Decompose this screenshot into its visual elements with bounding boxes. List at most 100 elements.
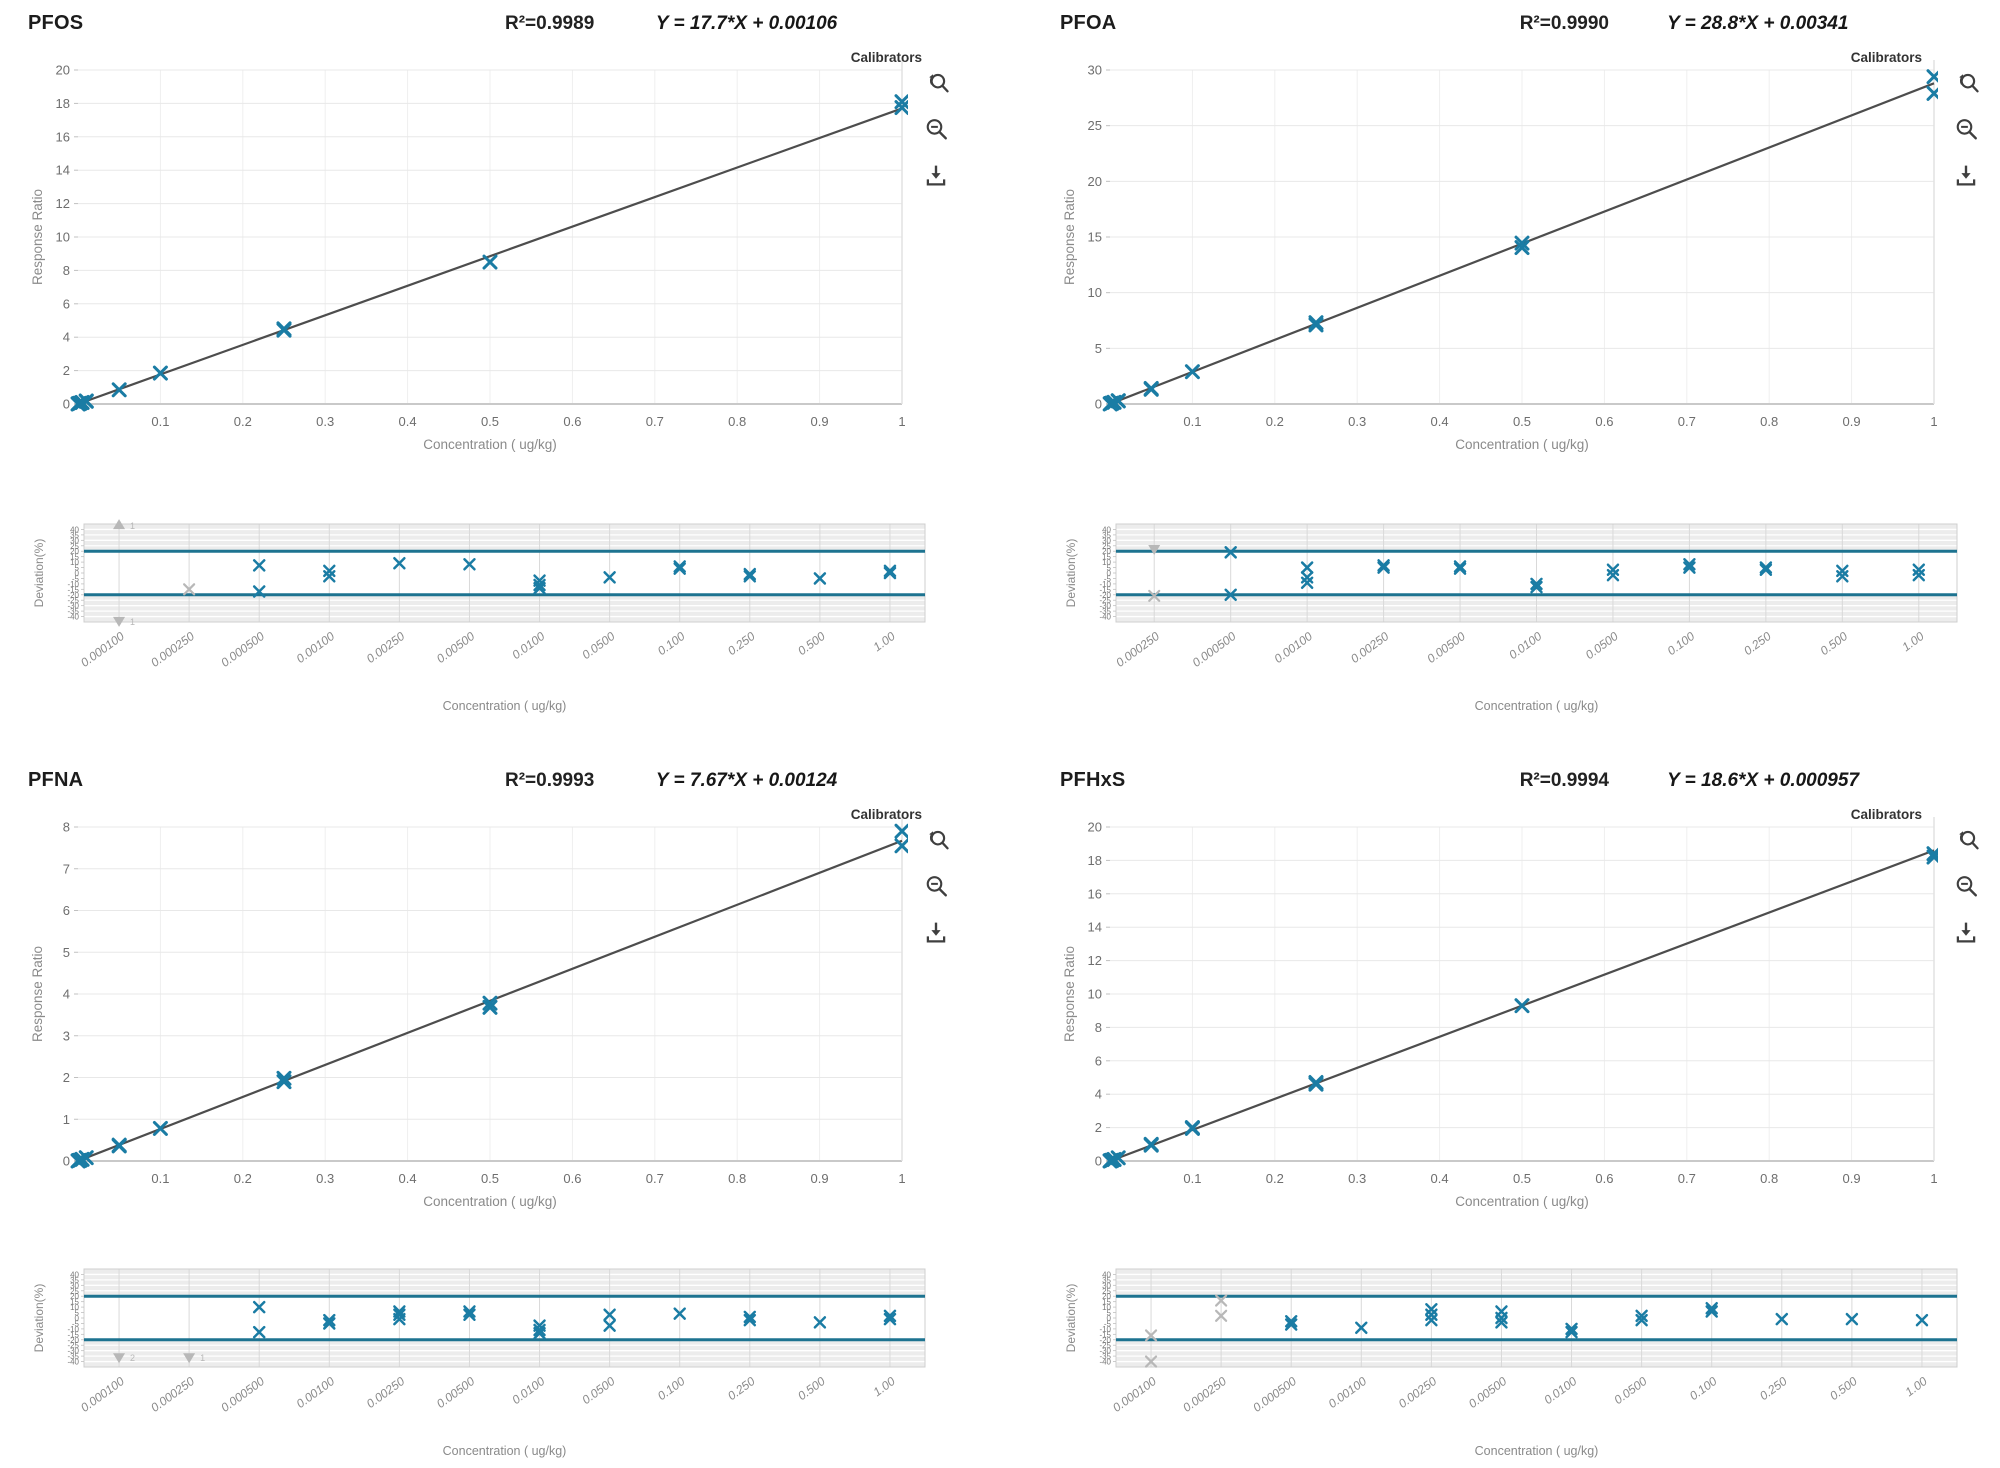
svg-text:40: 40 [70,1270,79,1279]
svg-text:0.000250: 0.000250 [148,1374,197,1415]
calibration-curve-plot[interactable]: 0 5 10 15 20 25 30 0.1 0.2 0.3 0.4 0.5 0.6 0.7 0.8 0.9 1… [1060,56,1939,456]
svg-text:5: 5 [1095,341,1102,356]
svg-text:-35: -35 [67,1352,79,1361]
legend-label: Calibrators [1850,807,1922,822]
panel-header: PFHxS R²=0.9994 Y = 18.6*X + 0.000957 [1060,769,1994,801]
svg-text:0.8: 0.8 [1760,414,1778,429]
svg-text:0.8: 0.8 [1760,1171,1778,1186]
svg-text:12: 12 [1088,953,1102,968]
svg-text:0: 0 [63,397,70,412]
compound-title: PFOS [28,12,84,34]
svg-text:35: 35 [70,1276,79,1285]
zoom-out-icon[interactable] [919,869,953,903]
svg-text:0.500: 0.500 [1818,629,1851,658]
svg-text:-40: -40 [1099,1358,1111,1367]
calibration-curve-plot[interactable]: 0 2 4 6 8 10 12 14 16 18 20 0.1 0.2 0.3 0.4 0.5 0.6 0.7 0.… [1060,813,1939,1213]
svg-text:0.5: 0.5 [481,414,499,429]
svg-text:14: 14 [56,163,70,178]
svg-text:18: 18 [56,96,70,111]
svg-text:0.0500: 0.0500 [1611,1374,1649,1407]
svg-text:-25: -25 [67,596,79,605]
zoom-out-icon[interactable] [1949,869,1983,903]
svg-text:5: 5 [1107,1309,1112,1318]
zoom-out-icon[interactable] [1949,112,1983,146]
svg-text:0.00500: 0.00500 [1424,629,1468,666]
svg-text:0.0100: 0.0100 [1541,1374,1579,1407]
svg-text:-40: -40 [67,613,79,622]
svg-text:0.000250: 0.000250 [1180,1374,1229,1415]
svg-text:Concentration ( ug/kg): Concentration ( ug/kg) [423,1194,557,1209]
r-squared-value: R²=0.9989 [505,13,595,34]
svg-text:0.9: 0.9 [1843,1171,1861,1186]
svg-text:0.00250: 0.00250 [1348,629,1392,666]
regression-equation: Y = 28.8*X + 0.00341 [1667,13,1849,34]
svg-text:0.2: 0.2 [234,414,252,429]
calibration-curve-plot[interactable]: 0 1 2 3 4 5 6 7 8 0.1 0.2 0.3 0.4 0.5 0.6 0.7 0.8 0.9 1 Con… [28,813,908,1213]
svg-text:0.2: 0.2 [1266,414,1284,429]
svg-text:0.3: 0.3 [1348,414,1366,429]
svg-text:10: 10 [70,1303,79,1312]
svg-text:15: 15 [70,1298,79,1307]
svg-text:14: 14 [1088,920,1102,935]
regression-equation: Y = 17.7*X + 0.00106 [655,13,838,34]
svg-text:-15: -15 [67,585,79,594]
zoom-reset-icon[interactable] [1949,823,1983,857]
svg-text:0.4: 0.4 [1431,414,1449,429]
svg-text:15: 15 [1102,553,1111,562]
calibration-chart-area: Calibrators 0 2 4 6 8 10 12 14 16 18 20 0.1 0.2 0.3 0.… [1060,807,1994,1213]
zoom-reset-icon[interactable] [919,66,953,100]
svg-text:Concentration ( ug/kg): Concentration ( ug/kg) [423,437,557,452]
svg-text:Deviation(%): Deviation(%) [1064,1284,1078,1353]
legend-label: Calibrators [1850,50,1922,65]
svg-text:-15: -15 [1099,1330,1111,1339]
svg-text:0.1: 0.1 [151,414,169,429]
svg-text:-5: -5 [72,1319,80,1328]
svg-text:8: 8 [63,820,70,835]
zoom-reset-icon[interactable] [919,823,953,857]
svg-text:0.0100: 0.0100 [1506,629,1544,662]
svg-text:0.250: 0.250 [1741,629,1774,658]
svg-text:0.100: 0.100 [1665,629,1698,658]
svg-text:5: 5 [75,564,80,573]
download-icon[interactable] [1949,915,1983,949]
plot-toolbar [1938,813,1994,1213]
svg-text:12: 12 [56,196,70,211]
svg-text:-30: -30 [1099,602,1111,611]
svg-text:-25: -25 [1099,596,1111,605]
calibration-curve-plot[interactable]: 0 2 4 6 8 10 12 14 16 18 20 0.1 0.2 0.3 0.4 0.5 0.6 0.7 0.… [28,56,908,456]
svg-text:1: 1 [898,414,905,429]
svg-text:-5: -5 [72,574,80,583]
svg-text:6: 6 [1095,1053,1102,1068]
svg-text:0.8: 0.8 [728,414,746,429]
svg-text:20: 20 [1102,547,1111,556]
download-icon[interactable] [919,158,953,192]
svg-text:0.5: 0.5 [1513,414,1531,429]
svg-text:0.000100: 0.000100 [78,629,127,670]
svg-text:5: 5 [1107,564,1112,573]
svg-text:20: 20 [1102,1292,1111,1301]
svg-text:0.8: 0.8 [728,1171,746,1186]
legend-label: Calibrators [850,807,922,822]
svg-text:25: 25 [1088,118,1102,133]
svg-text:0: 0 [1107,569,1112,578]
svg-text:Concentration ( ug/kg): Concentration ( ug/kg) [1455,1194,1589,1209]
zoom-reset-icon[interactable] [1949,66,1983,100]
svg-text:40: 40 [70,525,79,534]
download-icon[interactable] [919,915,953,949]
svg-text:40: 40 [1102,1270,1111,1279]
zoom-out-icon[interactable] [919,112,953,146]
svg-text:-5: -5 [1104,1319,1112,1328]
svg-text:0.0500: 0.0500 [579,629,617,662]
download-icon[interactable] [1949,158,1983,192]
deviation-chart-area: 40 35 30 25 20 15 10 5 0 -5 -10 -15 -20 -25 -30 -35 -40 D… [1060,518,1994,723]
svg-text:2: 2 [63,1070,70,1085]
svg-text:25: 25 [1102,542,1111,551]
svg-text:2: 2 [130,1353,135,1363]
svg-text:Concentration ( ug/kg): Concentration ( ug/kg) [1475,699,1599,713]
svg-text:1: 1 [1930,1171,1937,1186]
